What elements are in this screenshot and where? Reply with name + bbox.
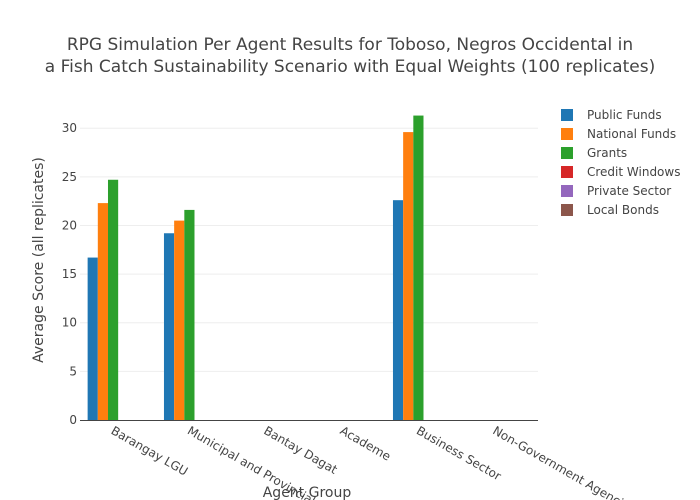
legend-swatch [561, 166, 573, 178]
y-tick-label: 20 [62, 218, 77, 232]
legend-label: National Funds [587, 127, 676, 141]
chart-title-line-2: a Fish Catch Sustainability Scenario wit… [45, 57, 655, 77]
x-tick-label: Bantay Dagat [261, 423, 340, 476]
bar [163, 233, 175, 420]
y-tick-label: 10 [62, 316, 77, 330]
y-axis-ticks: 0 5 10 15 20 25 30 [62, 121, 77, 427]
x-tick-label: Business Sector [414, 423, 504, 483]
x-tick-label: Non-Government Agencies [490, 423, 637, 500]
x-axis-title: Agent Group [263, 485, 352, 500]
bar [107, 179, 119, 420]
chart-title: RPG Simulation Per Agent Results for Tob… [45, 35, 655, 77]
y-tick-label: 30 [62, 121, 77, 135]
legend: Public Funds National Funds Grants Credit W… [561, 108, 680, 217]
y-axis-title: Average Score (all replicates) [31, 157, 47, 363]
y-tick-label: 0 [69, 413, 77, 427]
bar [174, 220, 185, 420]
legend-label: Public Funds [587, 108, 662, 122]
legend-swatch [561, 185, 573, 197]
bar [184, 209, 195, 420]
legend-label: Local Bonds [587, 203, 659, 217]
legend-swatch [561, 204, 573, 216]
bar [392, 200, 404, 420]
y-tick-label: 5 [69, 364, 77, 378]
legend-swatch [561, 109, 573, 121]
legend-swatch [561, 128, 573, 140]
y-tick-label: 15 [62, 267, 77, 281]
bars [87, 115, 424, 420]
chart-title-line-1: RPG Simulation Per Agent Results for Tob… [67, 35, 633, 55]
bar [97, 203, 108, 420]
y-tick-label: 25 [62, 170, 77, 184]
x-tick-label: Barangay LGU [109, 423, 191, 478]
legend-swatch [561, 147, 573, 159]
gridlines [80, 127, 538, 372]
bar [87, 257, 98, 420]
bar [403, 132, 414, 420]
bar [413, 115, 424, 420]
legend-label: Grants [587, 146, 627, 160]
legend-label: Credit Windows [587, 165, 680, 179]
legend-label: Private Sector [587, 184, 671, 198]
x-tick-label: Academe [338, 423, 394, 463]
